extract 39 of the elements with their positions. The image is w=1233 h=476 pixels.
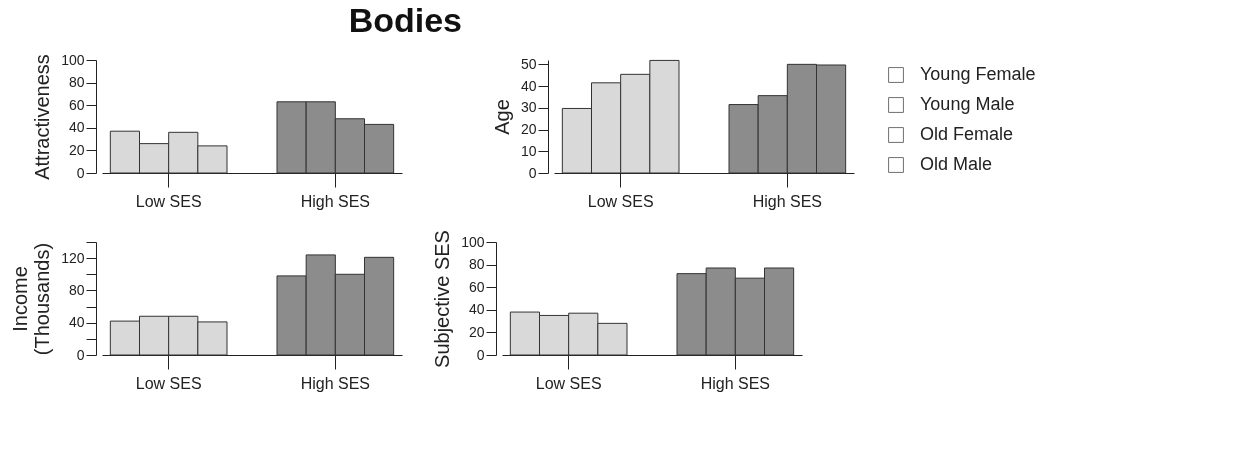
y-tick-label: 30 [520, 99, 537, 116]
legend-label: Old Female [920, 124, 1014, 144]
y-axis-title: Subjective SES [431, 230, 454, 368]
x-tick-label: High SES [300, 192, 371, 210]
y-axis-title: Age [490, 99, 513, 135]
y-tick-label: 0 [76, 164, 85, 181]
x-tick-label: Low SES [135, 192, 202, 210]
y-tick-label: 0 [76, 346, 85, 363]
y-tick-label: 120 [61, 249, 85, 266]
y-tick-label: 80 [68, 74, 85, 91]
x-tick-label: Low SES [535, 374, 602, 392]
y-tick-label: 40 [520, 77, 537, 94]
y-tick-label: 20 [468, 323, 485, 340]
y-tick-label: 100 [461, 233, 485, 250]
y-axis-title: Income (Thousands) [9, 242, 54, 356]
y-tick-label: 60 [468, 278, 485, 295]
legend-label: Young Male [920, 94, 1015, 114]
y-tick-label: 10 [520, 142, 537, 159]
x-tick-label: High SES [300, 374, 371, 392]
chart-title: Bodies [348, 1, 462, 39]
y-tick-label: 60 [68, 96, 85, 113]
y-tick-label: 40 [68, 119, 85, 136]
y-tick-label: 20 [68, 141, 85, 158]
y-tick-label: 20 [520, 121, 537, 138]
y-tick-label: 50 [520, 55, 537, 72]
y-tick-label: 0 [528, 164, 537, 181]
y-axis-title: Attractiveness [31, 54, 54, 180]
y-tick-label: 40 [68, 314, 85, 331]
y-tick-label: 80 [68, 281, 85, 298]
legend-label: Young Female [920, 64, 1036, 84]
y-tick-label: 100 [61, 51, 85, 68]
y-tick-label: 0 [476, 346, 485, 363]
y-tick-label: 40 [468, 301, 485, 318]
x-tick-label: Low SES [135, 374, 202, 392]
x-tick-label: High SES [752, 192, 823, 210]
x-tick-label: High SES [700, 374, 771, 392]
y-tick-label: 80 [468, 256, 485, 273]
x-tick-label: Low SES [587, 192, 654, 210]
legend-label: Old Male [920, 154, 993, 174]
